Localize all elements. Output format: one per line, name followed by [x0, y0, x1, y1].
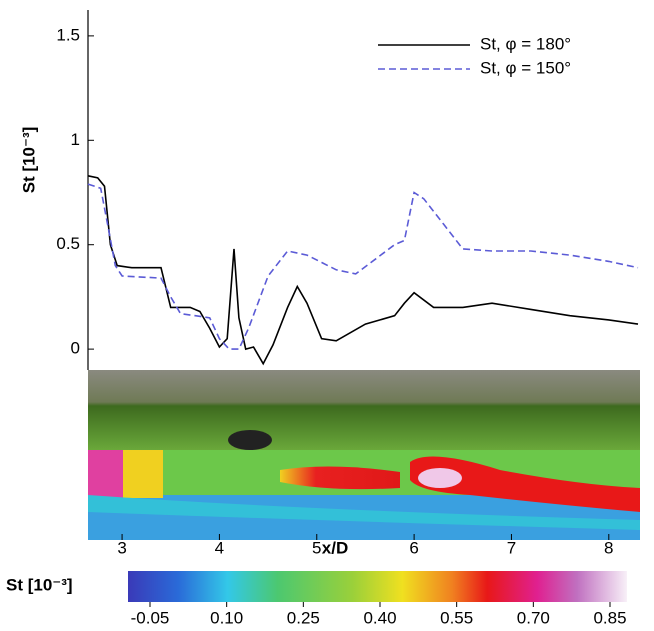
x-tick-label: 4 [215, 538, 224, 557]
x-tick-label: 3 [117, 538, 126, 557]
line-series [87, 183, 639, 350]
colorbar-tick-label: 0.55 [440, 608, 473, 627]
colorbar-label: St [10⁻³] [6, 575, 73, 594]
colorbar-tick-label: 0.85 [593, 608, 626, 627]
y-tick-label: 0 [71, 339, 80, 358]
y-tick-label: 1.5 [56, 25, 80, 44]
contour-streak [280, 466, 400, 490]
y-tick-label: 0.5 [56, 234, 80, 253]
photo [88, 370, 640, 450]
x-tick-label: 8 [604, 538, 613, 557]
contour-streak [410, 456, 640, 512]
legend-label: St, φ = 180° [480, 34, 571, 53]
x-tick-label: 5 [312, 538, 321, 557]
x-axis-label: x/D [322, 538, 348, 557]
photo-hole [228, 430, 272, 450]
colorbar [128, 571, 627, 602]
y-axis-label: St [10⁻³] [19, 127, 38, 194]
colorbar-tick-label: 0.70 [517, 608, 550, 627]
colorbar-tick-label: 0.25 [287, 608, 320, 627]
x-tick-label: 7 [507, 538, 516, 557]
line-series [87, 175, 639, 366]
y-tick-label: 1 [71, 130, 80, 149]
legend-label: St, φ = 150° [480, 58, 571, 77]
contour-peak [418, 468, 462, 488]
contour-warm [123, 450, 163, 498]
contour-hot [88, 450, 123, 498]
x-tick-label: 6 [409, 538, 418, 557]
colorbar-tick-label: 0.10 [210, 608, 243, 627]
colorbar-tick-label: 0.40 [363, 608, 396, 627]
contour-edge [88, 495, 640, 530]
colorbar-tick-label: -0.05 [131, 608, 170, 627]
